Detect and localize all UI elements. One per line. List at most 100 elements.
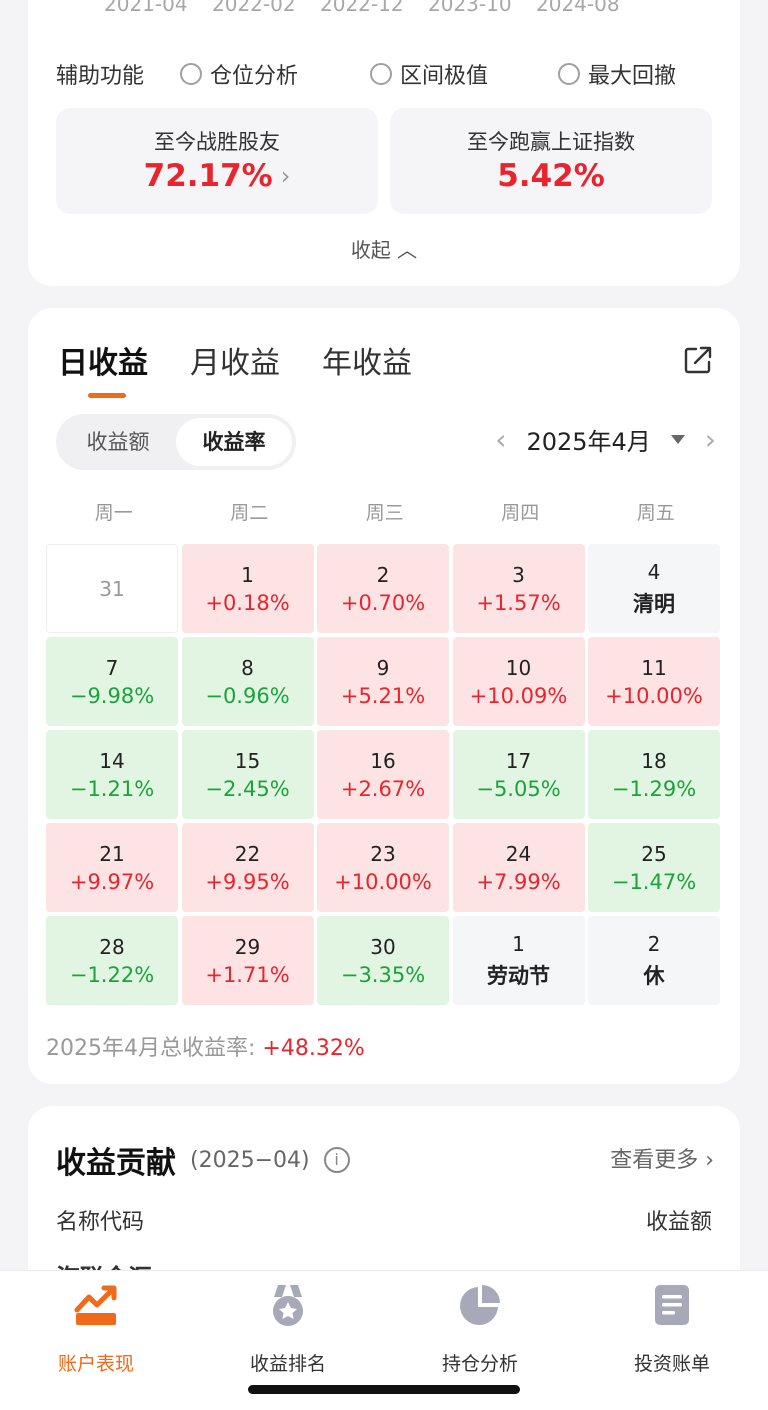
calendar-day-cell[interactable]: 4 清明: [588, 544, 720, 633]
weekday-label: 周二: [230, 502, 269, 524]
calendar-day-cell[interactable]: 15 −2.45%: [181, 730, 314, 819]
calendar-day-cell[interactable]: 23 +10.00%: [317, 823, 449, 912]
day-return: −5.05%: [476, 776, 561, 801]
calendar-day-cell[interactable]: 8 −0.96%: [181, 637, 314, 726]
tab-label: 账户表现: [57, 1353, 134, 1375]
calendar-day-cell[interactable]: 28 −1.22%: [46, 916, 178, 1005]
calendar-day-cell[interactable]: 11 +10.00%: [588, 637, 720, 726]
option-label: 区间极值: [400, 64, 489, 89]
day-return: +10.00%: [334, 869, 432, 894]
calendar-day-cell[interactable]: 30 −3.35%: [317, 916, 449, 1005]
column-amount: 收益额: [645, 1210, 712, 1235]
info-icon[interactable]: i: [323, 1147, 350, 1173]
calendar-day-cell[interactable]: 14 −1.21%: [46, 730, 178, 819]
value-type-toggle: 收益额 收益率: [56, 414, 296, 470]
day-number: 11: [641, 655, 667, 680]
month-selector: ‹ 2025年4月 ›: [495, 422, 716, 457]
tab-bill[interactable]: 投资账单: [576, 1271, 768, 1410]
day-number: 4: [647, 559, 661, 584]
stat-beat-users[interactable]: 至今战胜股友 72.17% ›: [56, 108, 378, 214]
calendar-day-cell[interactable]: 24 +7.99%: [452, 823, 585, 912]
calendar-day-cell[interactable]: 31: [46, 544, 178, 633]
day-return: +5.21%: [340, 683, 426, 708]
day-number: 25: [641, 841, 667, 866]
calendar-day-cell[interactable]: 1 +0.18%: [181, 544, 314, 633]
day-return: −1.47%: [611, 869, 697, 894]
axis-label: 2024-08: [536, 0, 620, 16]
holiday-label: 清明: [633, 591, 675, 616]
calendar-day-cell[interactable]: 22 +9.95%: [181, 823, 314, 912]
day-return: +0.18%: [205, 590, 290, 615]
day-number: 2: [376, 562, 390, 587]
total-value: +48.32%: [262, 1036, 365, 1061]
weekday-label: 周一: [94, 502, 133, 524]
section-title: 收益贡献: [56, 1146, 176, 1181]
calendar-day-cell[interactable]: 16 +2.67%: [317, 730, 449, 819]
day-number: 7: [105, 655, 119, 680]
calendar-day-cell[interactable]: 21 +9.97%: [46, 823, 178, 912]
toggle-amount[interactable]: 收益额: [86, 430, 150, 454]
collapse-button[interactable]: 收起 ︿: [350, 238, 418, 262]
day-return: −1.22%: [69, 962, 155, 987]
calendar-day-cell[interactable]: 17 −5.05%: [452, 730, 585, 819]
current-month[interactable]: 2025年4月: [526, 428, 651, 456]
day-number: 16: [370, 748, 396, 773]
stat-label: 至今跑赢上证指数: [467, 130, 635, 154]
day-number: 10: [505, 655, 532, 680]
day-number: 2: [647, 931, 661, 956]
radio-icon[interactable]: [180, 63, 202, 85]
calendar-day-cell[interactable]: 3 +1.57%: [452, 544, 585, 633]
option-max-drawdown[interactable]: 最大回撤: [558, 58, 676, 90]
day-number: 14: [99, 748, 125, 773]
option-position-analysis[interactable]: 仓位分析: [180, 58, 370, 90]
share-icon[interactable]: [682, 344, 714, 376]
stat-beat-index: 至今跑赢上证指数 5.42%: [390, 108, 712, 214]
day-number: 29: [234, 934, 261, 959]
weekday-label: 周四: [501, 502, 540, 524]
calendar-day-cell[interactable]: 2 +0.70%: [317, 544, 449, 633]
calendar-day-cell[interactable]: 25 −1.47%: [588, 823, 720, 912]
contribution-header: 收益贡献 (2025−04) i: [56, 1138, 350, 1182]
chevron-left-icon[interactable]: ‹: [495, 423, 507, 456]
tab-yearly[interactable]: 年收益: [322, 346, 412, 381]
aux-label: 辅助功能: [56, 64, 145, 89]
calendar-day-cell[interactable]: 1 劳动节: [452, 916, 585, 1005]
day-number: 22: [234, 841, 261, 866]
day-return: −0.96%: [205, 683, 290, 708]
tab-holdings[interactable]: 持仓分析: [384, 1271, 576, 1410]
day-return: +7.99%: [476, 869, 561, 894]
tab-label: 持仓分析: [441, 1353, 518, 1375]
day-number: 23: [370, 841, 396, 866]
day-return: +9.97%: [69, 869, 155, 894]
chart-x-axis: 2021-04 2022-02 2022-12 2023-10 2024-08: [104, 0, 644, 16]
day-number: 15: [234, 748, 261, 773]
tab-ranking[interactable]: 收益排名: [192, 1271, 384, 1410]
calendar-day-cell[interactable]: 9 +5.21%: [317, 637, 449, 726]
option-range-extreme[interactable]: 区间极值: [370, 58, 558, 90]
axis-label: 2022-02: [212, 0, 296, 16]
chevron-right-icon[interactable]: ›: [704, 423, 716, 456]
tab-account-performance[interactable]: 账户表现: [0, 1271, 192, 1410]
day-return: −3.35%: [340, 962, 426, 987]
pie-icon: [460, 1285, 500, 1325]
caret-down-icon[interactable]: [670, 435, 685, 444]
day-return: +10.09%: [469, 683, 568, 708]
calendar-day-cell[interactable]: 18 −1.29%: [588, 730, 720, 819]
calendar-day-cell[interactable]: 10 +10.09%: [452, 637, 585, 726]
day-number: 3: [512, 562, 525, 587]
calendar-day-cell[interactable]: 7 −9.98%: [46, 637, 178, 726]
tab-monthly[interactable]: 月收益: [190, 346, 280, 381]
calendar-day-cell[interactable]: 29 +1.71%: [181, 916, 314, 1005]
toggle-rate[interactable]: 收益率: [176, 418, 292, 466]
view-more-link[interactable]: 查看更多 ›: [610, 1148, 714, 1173]
radio-icon[interactable]: [558, 63, 580, 85]
month-total: 2025年4月总收益率: +48.32%: [46, 1030, 365, 1062]
calendar-grid: 31 1 +0.18% 2 +0.70% 3 +1.57% 4 清明 7 −9.98% 8 −0.96%…: [46, 544, 720, 1005]
day-number: 17: [505, 748, 532, 773]
day-return: +1.71%: [205, 962, 290, 987]
tab-daily[interactable]: 日收益: [58, 338, 148, 398]
radio-icon[interactable]: [370, 63, 392, 85]
axis-label: 2022-12: [320, 0, 404, 16]
day-return: −1.21%: [69, 776, 155, 801]
